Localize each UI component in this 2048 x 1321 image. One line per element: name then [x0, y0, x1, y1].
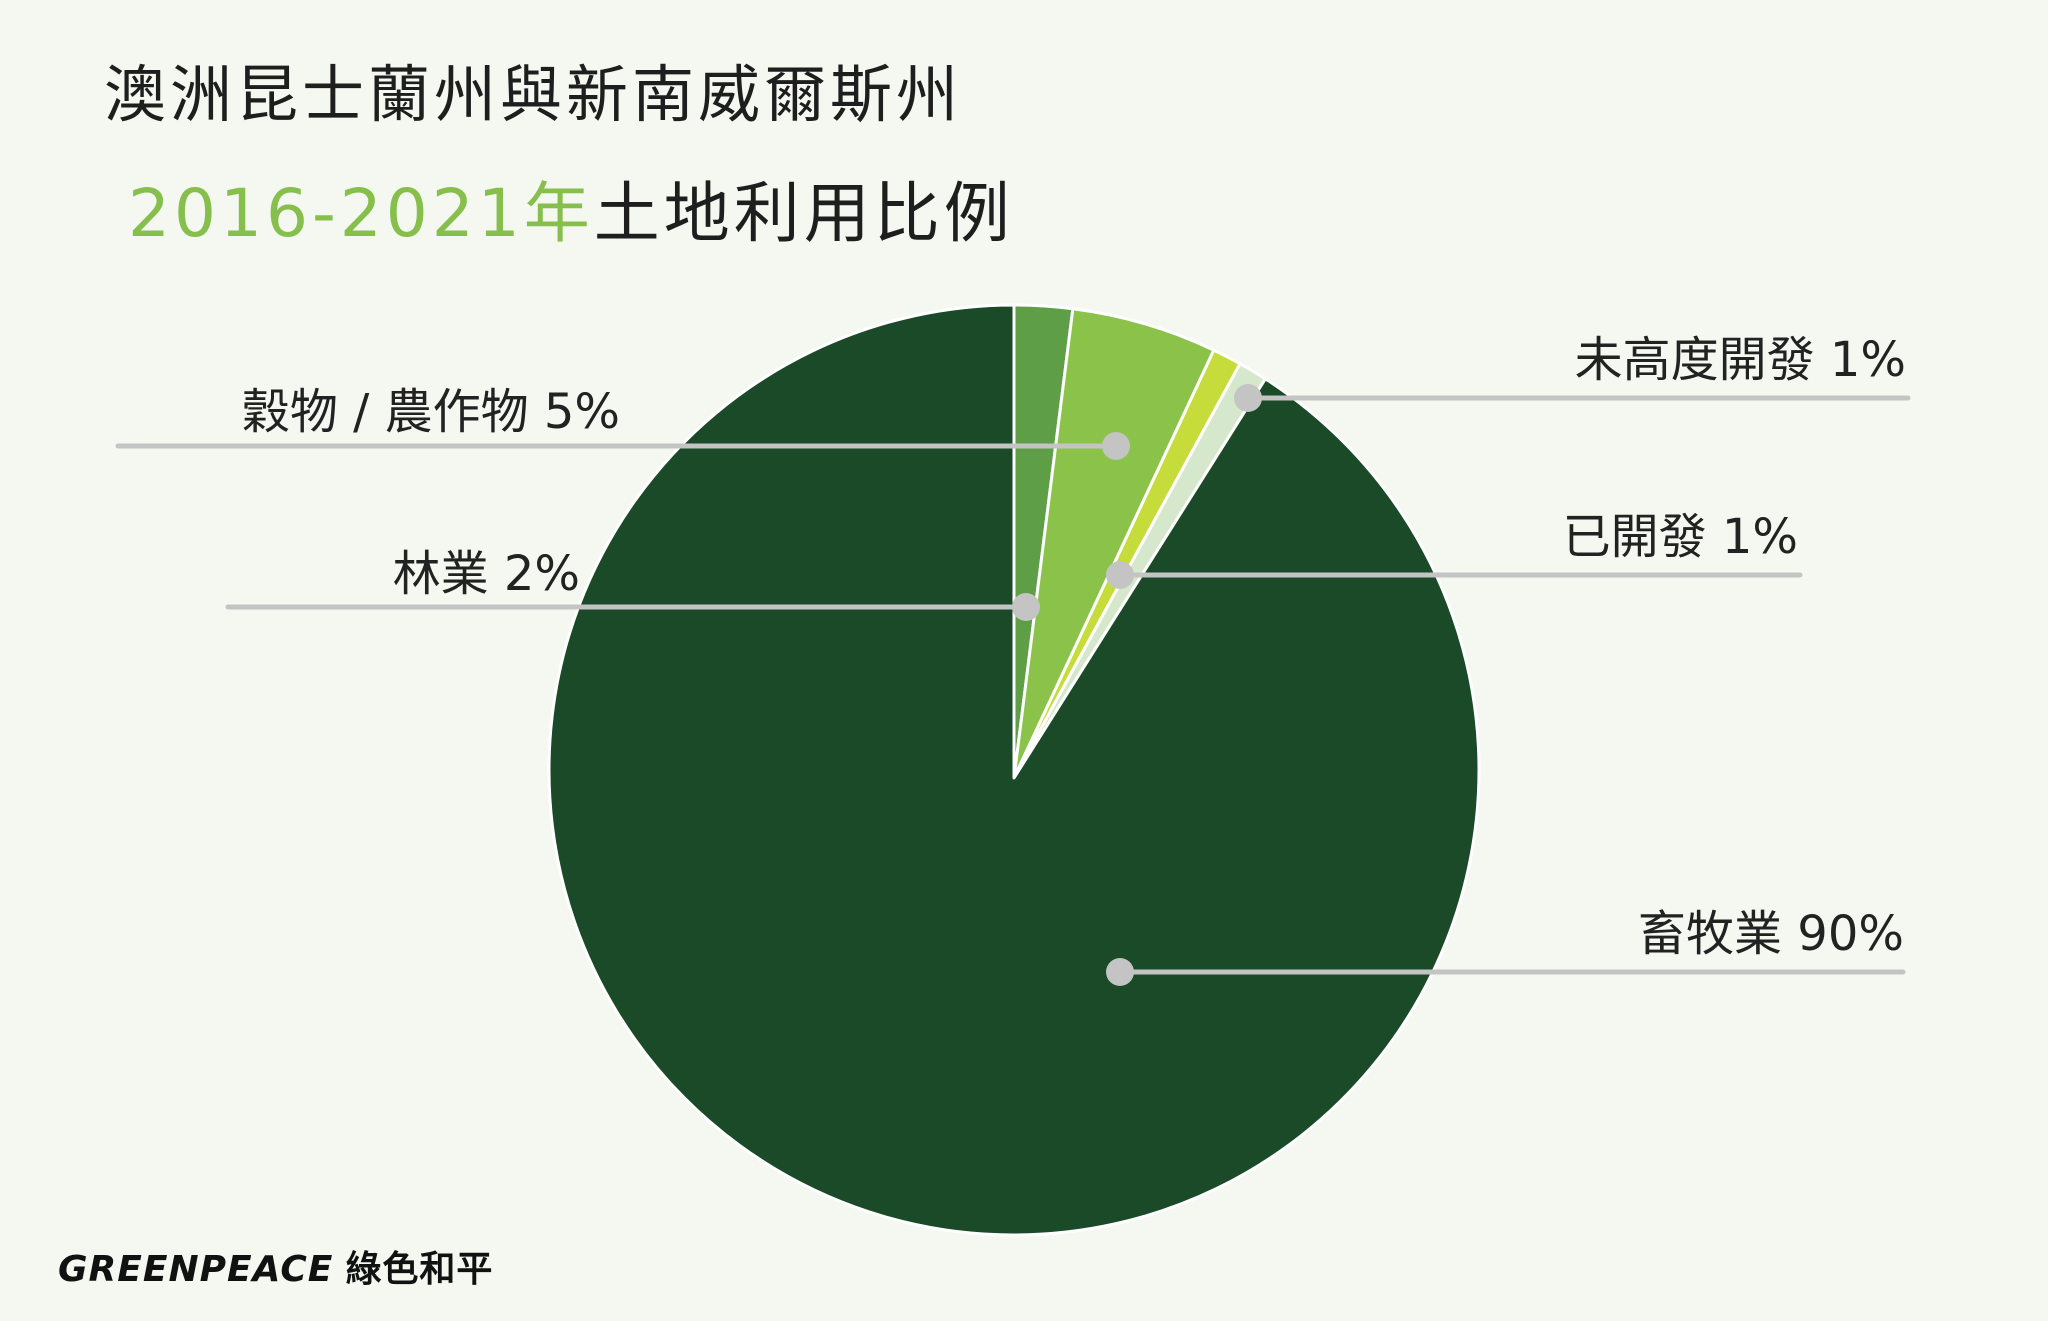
slice-label: 畜牧業 90%	[1638, 906, 1904, 962]
leader-dot	[1106, 561, 1134, 589]
slice-label: 穀物 / 農作物 5%	[242, 384, 620, 440]
leader-dot	[1234, 384, 1262, 412]
chart-title-line1: 澳洲昆士蘭州與新南威爾斯州	[104, 58, 963, 131]
slice-label: 已開發 1%	[1563, 509, 1798, 565]
title-suffix: 土地利用比例	[593, 175, 1014, 252]
year-range: 2016-2021年	[128, 175, 594, 252]
leader-dot	[1012, 593, 1040, 621]
slice-labels: 林業 2% 穀物 / 農作物 5% 已開發 1% 未高度開發 1% 畜牧業 90%	[242, 332, 1906, 962]
logo-chinese: 綠色和平	[345, 1249, 494, 1290]
slice-label: 林業 2%	[393, 546, 580, 602]
leader-lines	[115, 384, 1911, 986]
chart-title-line2: 2016-2021年土地利用比例	[128, 160, 1014, 256]
leader-dot	[1102, 432, 1130, 460]
pie-slice	[1012, 307, 1216, 780]
pie-slice	[547, 303, 1481, 1237]
logo-brand: GREENPEACE	[58, 1249, 334, 1290]
slice-label: 未高度開發 1%	[1575, 332, 1906, 388]
greenpeace-logo: GREENPEACE 綠色和平	[58, 1240, 493, 1292]
leader-dot	[1106, 958, 1134, 986]
